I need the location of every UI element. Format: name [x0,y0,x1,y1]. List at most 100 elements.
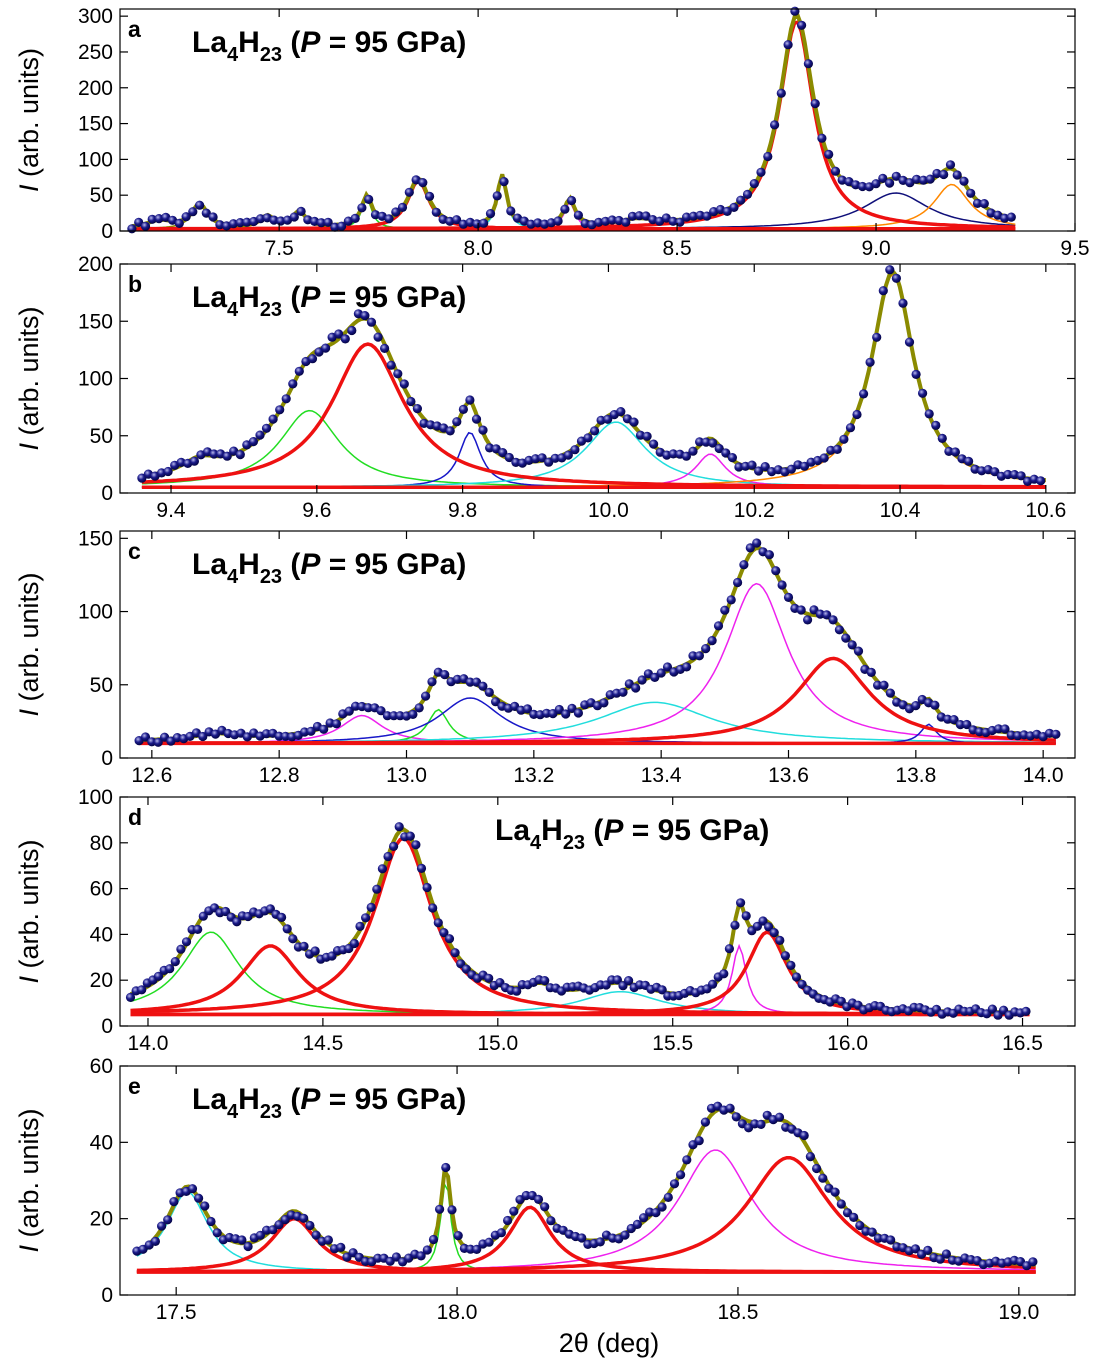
y-tick-label-b: 150 [78,310,113,333]
y-tick-label-c: 50 [90,674,113,697]
data-point-a [147,214,157,224]
data-point-b [373,332,383,342]
data-point-e [305,1220,315,1231]
data-point-b [235,450,245,460]
data-point-d [450,948,460,958]
data-point-a [668,216,678,226]
data-point-e [299,1213,309,1223]
data-point-d [439,928,449,938]
data-point-d [383,851,393,862]
data-point-b [859,389,869,399]
data-point-e [805,1152,816,1162]
data-point-a [682,212,692,222]
data-point-c [777,580,787,590]
data-point-e [910,1244,921,1254]
data-point-d [411,840,421,850]
data-point-c [376,706,386,716]
data-point-a [384,214,394,224]
data-point-d [540,976,550,986]
data-point-d [724,944,735,954]
data-point-b [340,334,350,344]
data-point-e [923,1245,933,1255]
data-point-c [421,691,431,701]
panel-letter-d: d [128,804,142,830]
data-point-d [769,928,779,938]
x-tick-label-b: 10.0 [588,499,629,522]
data-point-c [739,560,749,570]
data-point-d [416,863,427,874]
data-point-e [268,1225,278,1235]
data-point-e [540,1202,550,1212]
data-point-b [865,357,875,367]
data-point-a [296,206,306,216]
data-point-c [885,688,896,698]
data-point-d [349,938,359,949]
data-point-c [796,605,806,615]
data-point-b [852,409,862,420]
data-point-c [599,698,609,708]
data-point-c [561,709,571,719]
data-point-e [935,1254,945,1264]
data-point-c [764,550,775,560]
y-tick-label-b: 0 [101,482,113,505]
data-point-b [747,460,757,470]
data-point-b [347,325,357,336]
data-point-d [758,916,768,926]
x-tick-label-d: 15.5 [652,1032,693,1055]
y-tick-label-d: 60 [90,878,113,901]
y-tick-label-c: 100 [78,601,113,624]
data-point-d [355,921,365,932]
data-point-a [912,174,922,184]
data-point-c [853,646,864,656]
panel-title-e: La4H23 (P = 95 GPa) [192,1083,466,1123]
data-point-c [631,683,641,693]
data-point-a [391,207,401,217]
data-point-e [1028,1257,1038,1267]
x-tick-label-b: 9.4 [156,499,186,522]
data-point-b [504,452,514,463]
data-point-b [845,423,856,433]
data-point-a [871,179,881,189]
data-point-d [775,935,785,946]
data-point-a [181,212,191,222]
x-tick-label-d: 16.0 [827,1032,868,1055]
y-tick-label-a: 300 [78,5,113,28]
axes-frame-a [119,8,1076,232]
x-tick-label-e: 17.5 [156,1301,197,1324]
data-point-a [567,195,577,206]
data-point-b [380,343,390,353]
data-point-a [932,168,942,179]
x-tick-label-a: 9.0 [861,237,890,260]
data-point-a [790,6,800,16]
data-point-a [661,213,671,223]
data-point-b [255,430,265,440]
data-point-c [911,701,921,711]
data-point-e [941,1249,952,1259]
data-point-a [688,211,699,221]
data-point-e [323,1235,333,1245]
panel-letter-e: e [128,1073,141,1099]
data-point-a [641,211,651,221]
data-point-d [366,902,376,913]
data-point-a [228,219,238,229]
x-tick-label-d: 14.0 [128,1032,169,1055]
data-point-e [194,1193,204,1203]
data-point-d [361,913,371,923]
data-point-a [857,181,868,192]
panel-title-d: La4H23 (P = 95 GPa) [495,814,769,854]
data-point-d [1021,1006,1031,1017]
data-point-e [428,1234,439,1245]
data-point-c [637,675,647,685]
x-tick-label-b: 9.8 [448,499,477,522]
data-point-d [987,1004,998,1014]
panel-letter-c: c [128,538,141,564]
data-point-a [817,133,827,143]
x-tick-label-b: 10.4 [880,499,921,522]
y-tick-label-d: 40 [90,923,113,946]
data-point-e [886,1235,896,1245]
data-point-c [682,662,692,672]
data-point-e [206,1216,216,1227]
data-point-e [503,1215,513,1226]
data-point-c [745,543,755,553]
data-point-e [237,1235,247,1245]
